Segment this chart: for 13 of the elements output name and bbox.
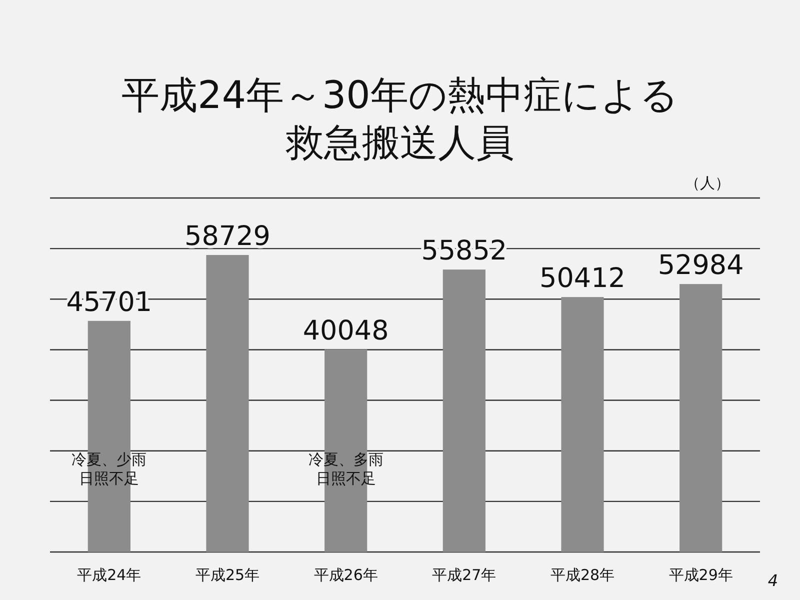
x-tick-label: 平成24年	[77, 566, 142, 584]
chart-title: 平成24年～30年の熱中症による救急搬送人員	[122, 73, 678, 164]
data-label: 52984	[658, 250, 744, 282]
x-tick-label: 平成26年	[314, 566, 378, 584]
text: 4	[768, 571, 778, 590]
data-label: 50412	[540, 263, 626, 294]
x-tick-label: 平成25年	[195, 566, 260, 584]
data-label: 40048	[302, 315, 389, 346]
data-label: 58729	[184, 221, 270, 252]
x-tick-label: 平成27年	[432, 566, 496, 584]
y-axis-title: （人）	[685, 174, 730, 192]
x-tick-label: 平成28年	[550, 566, 615, 584]
x-tick-label: 平成29年	[668, 566, 733, 584]
